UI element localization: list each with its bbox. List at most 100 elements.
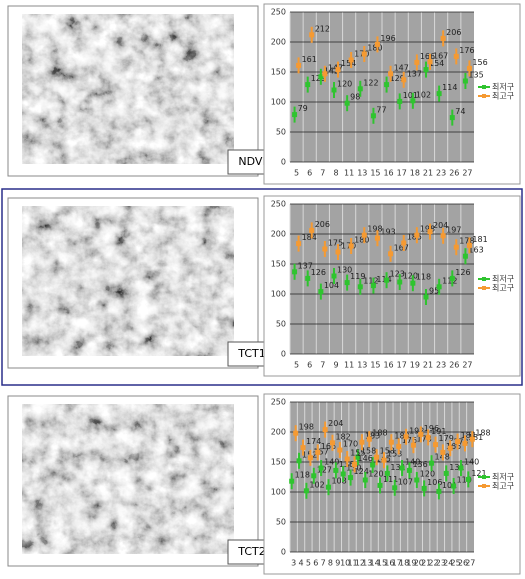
point [467, 66, 472, 71]
value-label: 170 [343, 440, 358, 449]
legend-label: 최고구 [492, 91, 514, 101]
x-tick-label: 26 [449, 169, 459, 178]
point [341, 472, 346, 477]
value-label: 112 [442, 276, 457, 285]
x-tick-label: 3 [291, 559, 296, 568]
point [414, 478, 419, 483]
value-label: 196 [380, 34, 395, 43]
x-tick-label: 23 [436, 361, 446, 370]
value-label: 181 [472, 235, 487, 244]
point [362, 52, 367, 57]
point [296, 241, 301, 246]
satellite-image [22, 206, 234, 356]
point [436, 489, 441, 494]
x-tick-label: 16 [383, 169, 393, 178]
value-label: 118 [416, 273, 431, 282]
value-label: 180 [367, 44, 382, 53]
value-label: 153 [387, 450, 402, 459]
legend-marker [482, 85, 486, 89]
x-tick-label: 5 [294, 361, 299, 370]
point [358, 284, 363, 289]
point [330, 440, 335, 445]
point [311, 473, 316, 478]
figure: NDVI050100150200250567811131516171821232… [0, 0, 525, 575]
point [304, 488, 309, 493]
point [433, 442, 438, 447]
point [345, 280, 350, 285]
point [293, 431, 298, 436]
value-label: 108 [331, 477, 346, 486]
point [418, 432, 423, 437]
value-label: 167 [433, 51, 448, 60]
point [305, 276, 310, 281]
point [292, 269, 297, 274]
y-tick-label: 50 [276, 518, 286, 527]
point [326, 485, 331, 490]
point [424, 295, 429, 300]
legend-marker [482, 94, 486, 98]
x-tick-label: 7 [321, 559, 326, 568]
x-tick-label: 27 [462, 361, 472, 370]
image-label: NDVI [238, 155, 265, 168]
point [332, 88, 337, 93]
point [349, 58, 354, 63]
y-tick-label: 50 [276, 128, 286, 137]
x-tick-label: 9 [333, 361, 338, 370]
value-label: 188 [372, 429, 387, 438]
y-tick-label: 250 [271, 398, 286, 407]
value-label: 154 [341, 59, 356, 68]
point [315, 450, 320, 455]
point [444, 471, 449, 476]
value-label: 120 [337, 80, 352, 89]
y-tick-label: 0 [281, 350, 286, 359]
point [450, 276, 455, 281]
point [422, 486, 427, 491]
x-tick-label: 4 [298, 559, 303, 568]
point [397, 99, 402, 104]
point [374, 455, 379, 460]
x-tick-label: 27 [462, 169, 472, 178]
point [411, 443, 416, 448]
legend-label: 최고구 [492, 283, 514, 293]
point [349, 244, 354, 249]
point [378, 483, 383, 488]
point [401, 77, 406, 82]
point [318, 289, 323, 294]
satellite-image [22, 14, 234, 164]
point [396, 444, 401, 449]
legend-marker [482, 484, 486, 488]
point [428, 59, 433, 64]
value-label: 140 [324, 458, 339, 467]
point [463, 254, 468, 259]
value-label: 204 [328, 419, 343, 428]
point [367, 437, 372, 442]
value-label: 167 [394, 243, 409, 252]
point [333, 468, 338, 473]
value-label: 106 [427, 478, 442, 487]
point [388, 71, 393, 76]
point [322, 247, 327, 252]
point [407, 468, 412, 473]
x-tick-label: 13 [357, 169, 367, 178]
point [437, 91, 442, 96]
point [363, 478, 368, 483]
point [301, 445, 306, 450]
x-tick-label: 21 [423, 169, 433, 178]
point [450, 115, 455, 120]
point [348, 475, 353, 480]
image-label: TCT1 [237, 347, 265, 360]
value-label: 193 [380, 228, 395, 237]
point [289, 479, 294, 484]
y-tick-label: 50 [276, 320, 286, 329]
point [352, 462, 357, 467]
point [309, 32, 314, 37]
value-label: 124 [354, 467, 369, 476]
point [404, 434, 409, 439]
value-label: 176 [459, 46, 474, 55]
point [345, 457, 350, 462]
point [441, 36, 446, 41]
point [323, 427, 328, 432]
point [414, 60, 419, 65]
y-tick-label: 200 [271, 428, 286, 437]
value-label: 212 [315, 24, 330, 33]
